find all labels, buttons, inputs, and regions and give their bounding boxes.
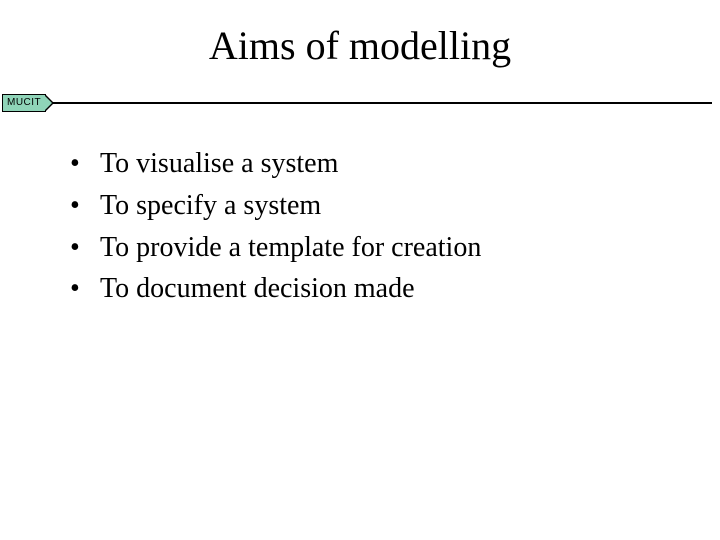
bullet-item: To specify a system <box>66 187 680 225</box>
horizontal-rule <box>52 102 712 104</box>
badge-arrow-icon <box>44 95 52 111</box>
bullet-item: To provide a template for creation <box>66 229 680 267</box>
bullet-text: To document decision made <box>100 273 415 304</box>
slide: Aims of modelling MUCIT To visualise a s… <box>0 0 720 540</box>
mucit-badge: MUCIT <box>2 94 46 112</box>
bullet-text: To specify a system <box>100 190 321 221</box>
divider-region: MUCIT <box>0 92 720 116</box>
bullet-item: To document decision made <box>66 270 680 308</box>
bullet-list: To visualise a system To specify a syste… <box>66 145 680 312</box>
slide-title: Aims of modelling <box>0 22 720 69</box>
bullet-item: To visualise a system <box>66 145 680 183</box>
badge-label: MUCIT <box>7 95 41 111</box>
bullet-text: To visualise a system <box>100 148 338 179</box>
bullet-text: To provide a template for creation <box>100 232 481 263</box>
